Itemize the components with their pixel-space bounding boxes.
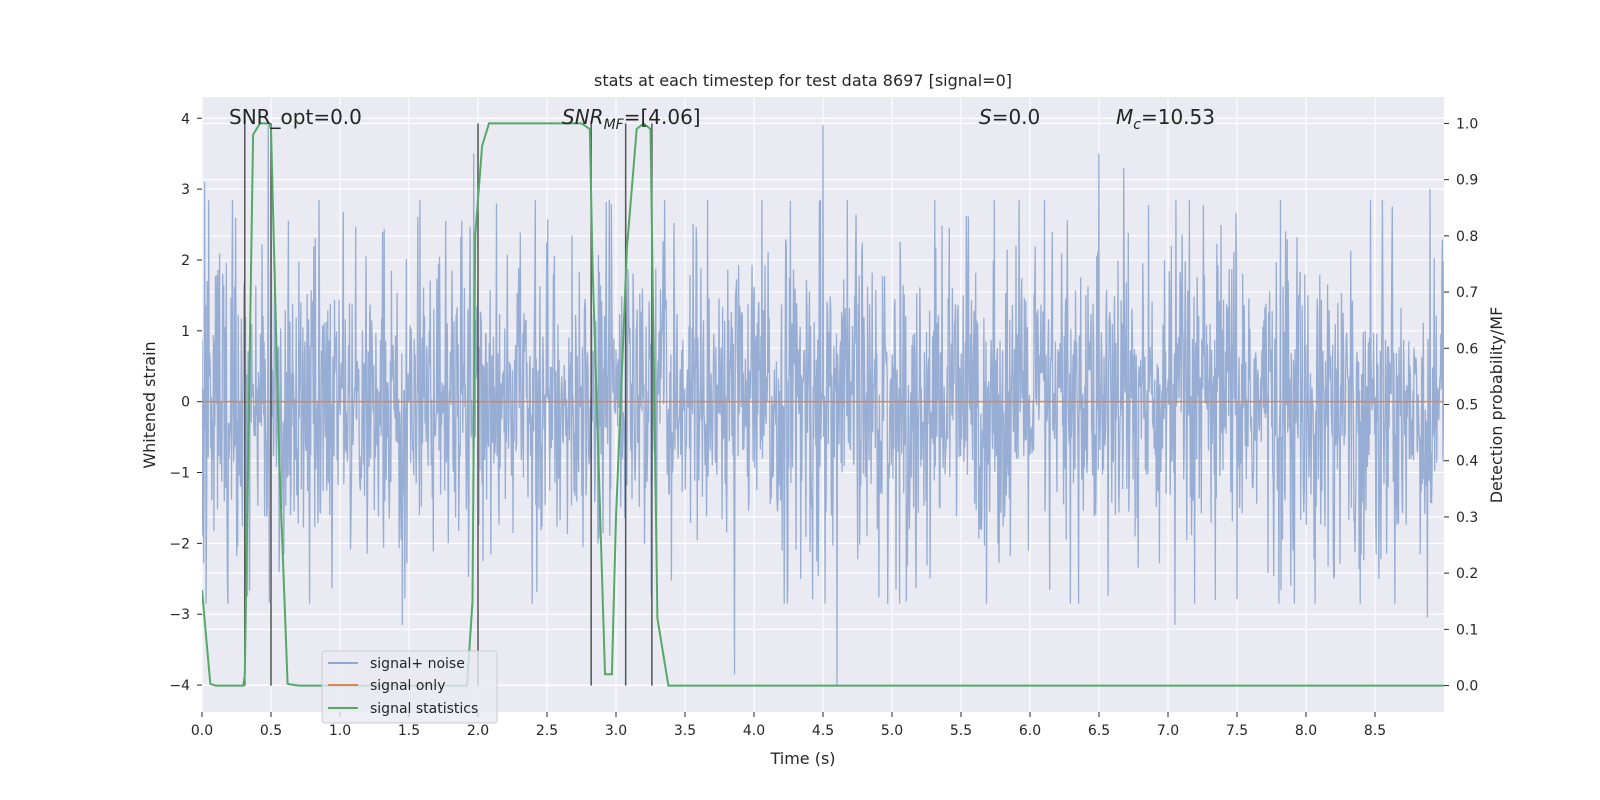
annotation-mc: Mc=10.53: [1116, 105, 1215, 133]
x-axis-label: Time (s): [769, 749, 835, 768]
y-tick-label-3: 1: [181, 324, 190, 340]
x-tick-label-17: 8.5: [1364, 723, 1386, 739]
y-tick-label-6: −2: [169, 536, 190, 552]
legend-label-signal-only: signal only: [370, 678, 445, 694]
x-tick-label-5: 2.5: [536, 723, 558, 739]
x-tick-labels: 0.0 0.5 1.0 1.5 2.0 2.5 3.0 3.5 4.0 4.5 5.0 5.5 6.0 6…: [191, 712, 1386, 739]
annotation-s-symbol: S: [979, 105, 992, 129]
y2-tick-label-8: 0.2: [1456, 566, 1478, 582]
chart-title: stats at each timestep for test data 869…: [594, 71, 1012, 90]
annotation-s: S=0.0: [979, 105, 1040, 129]
y2-tick-label-5: 0.5: [1456, 398, 1478, 414]
y2-tick-label-3: 0.7: [1456, 285, 1478, 301]
x-tick-label-4: 2.0: [467, 723, 489, 739]
annotation-snr-mf-sub: MF: [604, 117, 625, 133]
annotation-snr-opt: SNR_opt=0.0: [229, 105, 362, 129]
x-tick-label-3: 1.5: [398, 723, 420, 739]
x-tick-label-15: 7.5: [1226, 723, 1248, 739]
series-signal-statistics: [202, 122, 1444, 687]
y2-tick-label-10: 0.0: [1456, 679, 1478, 695]
annotation-mc-value: =10.53: [1141, 105, 1215, 129]
x-tick-label-13: 6.5: [1088, 723, 1110, 739]
x-tick-label-2: 1.0: [329, 723, 351, 739]
legend-label-signal-noise: signal+ noise: [370, 656, 465, 672]
y2-tick-label-9: 0.1: [1456, 622, 1478, 638]
x-tick-label-10: 5.0: [881, 723, 903, 739]
legend-label-signal-statistics: signal statistics: [370, 701, 478, 717]
annotation-snr-mf-symbol: SNR: [562, 105, 604, 129]
x-tick-label-12: 6.0: [1019, 723, 1041, 739]
y2-tick-label-6: 0.4: [1456, 454, 1478, 470]
y2-tick-labels: 1.0 0.9 0.8 0.7 0.6 0.5 0.4 0.3 0.2 0.1 0.0: [1444, 116, 1478, 695]
x-tick-label-6: 3.0: [605, 723, 627, 739]
annotation-mc-sub: c: [1133, 117, 1141, 133]
signal-statistics-line: [202, 122, 1444, 687]
annotation-snr-mf: SNRMF=[4.06]: [562, 105, 701, 133]
y2-axis-label: Detection probability/MF: [1487, 307, 1506, 504]
x-tick-label-16: 8.0: [1295, 723, 1317, 739]
y-tick-label-0: 4: [181, 111, 190, 127]
y2-tick-label-1: 0.9: [1456, 173, 1478, 189]
annotation-snr-mf-value: =[4.06]: [624, 105, 701, 129]
annotation-s-value: =0.0: [992, 105, 1041, 129]
y-tick-label-7: −3: [169, 607, 190, 623]
legend: signal+ noise signal only signal statist…: [321, 650, 498, 724]
x-tick-label-11: 5.5: [950, 723, 972, 739]
y2-tick-label-2: 0.8: [1456, 229, 1478, 245]
y-tick-label-5: −1: [169, 466, 190, 482]
annotation-mc-symbol: M: [1116, 105, 1133, 129]
x-tick-label-0: 0.0: [191, 723, 213, 739]
legend-box: [321, 650, 498, 724]
x-tick-label-7: 3.5: [674, 723, 696, 739]
x-tick-label-9: 4.5: [812, 723, 834, 739]
x-tick-label-14: 7.0: [1157, 723, 1179, 739]
signal-noise-line: [202, 125, 1444, 686]
y2-tick-label-0: 1.0: [1456, 116, 1478, 132]
series-signal-noise: [202, 125, 1444, 686]
annotations: SNR_opt=0.0 SNRMF=[4.06] S=0.0 Mc=10.53: [229, 105, 1215, 133]
x-tick-label-1: 0.5: [260, 723, 282, 739]
y2-tick-label-7: 0.3: [1456, 510, 1478, 526]
y-tick-label-8: −4: [169, 678, 190, 694]
y-tick-labels: 4 3 2 1 0 −1 −2 −3 −4: [169, 111, 202, 694]
y-tick-label-2: 2: [181, 253, 190, 269]
y-tick-label-1: 3: [181, 182, 190, 198]
y2-tick-label-4: 0.6: [1456, 341, 1478, 357]
y-tick-label-4: 0: [181, 395, 190, 411]
y-axis-label: Whitened strain: [140, 341, 159, 468]
x-tick-label-8: 4.0: [743, 723, 765, 739]
